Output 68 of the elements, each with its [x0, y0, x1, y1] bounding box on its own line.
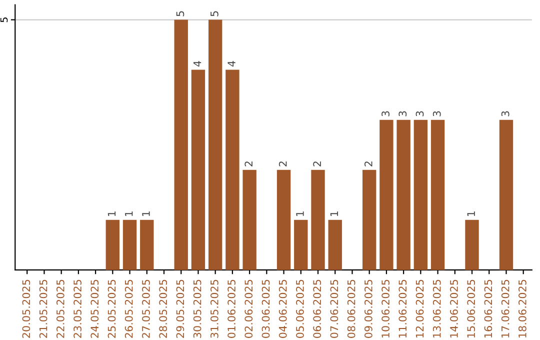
- x-tick-label: 30.05.2025: [193, 280, 202, 338]
- data-label: 1: [108, 211, 116, 216]
- x-tick-label: 26.05.2025: [124, 280, 133, 338]
- data-label: 2: [313, 162, 321, 166]
- data-label: 1: [296, 211, 304, 216]
- bar: [465, 220, 479, 270]
- x-tick-label: 01.06.2025: [228, 280, 236, 338]
- data-label: 2: [364, 162, 372, 166]
- data-label: 3: [432, 111, 441, 116]
- x-tick-label: 04.06.2025: [278, 280, 287, 338]
- x-tick-label: 15.06.2025: [467, 280, 476, 338]
- x-tick-label: 21.05.2025: [39, 280, 48, 338]
- x-tick-label: 25.05.2025: [108, 280, 116, 338]
- data-label: 5: [210, 11, 218, 16]
- bar: [122, 220, 137, 270]
- bar: [499, 120, 514, 270]
- x-tick-label: 27.05.2025: [142, 280, 150, 338]
- bar: [208, 20, 222, 270]
- x-tick-label: 24.05.2025: [90, 280, 99, 338]
- x-tick-label: 28.05.2025: [159, 280, 168, 338]
- data-label: 2: [278, 162, 287, 166]
- bar: [328, 220, 342, 270]
- data-label: 4: [228, 60, 236, 67]
- x-tick-label: 20.05.2025: [22, 280, 30, 338]
- bar: [311, 170, 325, 270]
- data-label: 3: [501, 111, 510, 116]
- bar: [226, 70, 240, 270]
- x-tick-label: 14.06.2025: [450, 280, 458, 338]
- data-label: 4: [193, 60, 202, 67]
- x-tick-label: 02.06.2025: [244, 280, 253, 338]
- bar: [294, 220, 308, 270]
- bar: [106, 220, 120, 270]
- x-tick-label: 11.06.2025: [398, 280, 407, 338]
- bar: [276, 170, 291, 270]
- data-label: 1: [125, 211, 133, 216]
- x-tick-label: 13.06.2025: [432, 280, 441, 338]
- x-tick-label: 05.06.2025: [296, 280, 304, 338]
- data-label: 3: [382, 111, 390, 116]
- bar: [242, 170, 256, 270]
- x-tick-label: 22.05.2025: [56, 280, 64, 338]
- x-tick-label: 08.06.2025: [347, 280, 356, 338]
- x-tick-label: 17.06.2025: [501, 280, 510, 338]
- bar: [396, 120, 410, 270]
- data-label: 1: [467, 211, 475, 216]
- bar: [430, 120, 445, 270]
- data-label: 2: [244, 162, 252, 166]
- x-tick-label: 18.06.2025: [518, 280, 526, 338]
- data-label: 1: [142, 211, 150, 216]
- x-tick-label: 10.06.2025: [382, 280, 390, 338]
- data-label: 1: [330, 211, 338, 216]
- bar: [362, 170, 376, 270]
- x-tick-label: 12.06.2025: [416, 280, 424, 338]
- bar: [174, 20, 188, 270]
- x-tick-label: 09.06.2025: [364, 280, 372, 338]
- x-tick-label: 29.05.2025: [176, 280, 184, 338]
- bar: [380, 120, 394, 270]
- bar: [414, 120, 428, 270]
- data-label: 5: [176, 11, 184, 16]
- x-tick-label: 31.05.2025: [210, 280, 218, 338]
- data-label: 3: [398, 111, 407, 116]
- bar: [191, 70, 206, 270]
- x-tick-label: 03.06.2025: [262, 280, 270, 338]
- x-tick-label: 07.06.2025: [330, 280, 338, 338]
- data-label: 3: [416, 111, 424, 116]
- x-tick-label: 23.05.2025: [74, 280, 82, 338]
- bar: [140, 220, 154, 270]
- x-tick-label: 16.06.2025: [484, 280, 492, 338]
- x-tick-label: 06.06.2025: [313, 280, 322, 338]
